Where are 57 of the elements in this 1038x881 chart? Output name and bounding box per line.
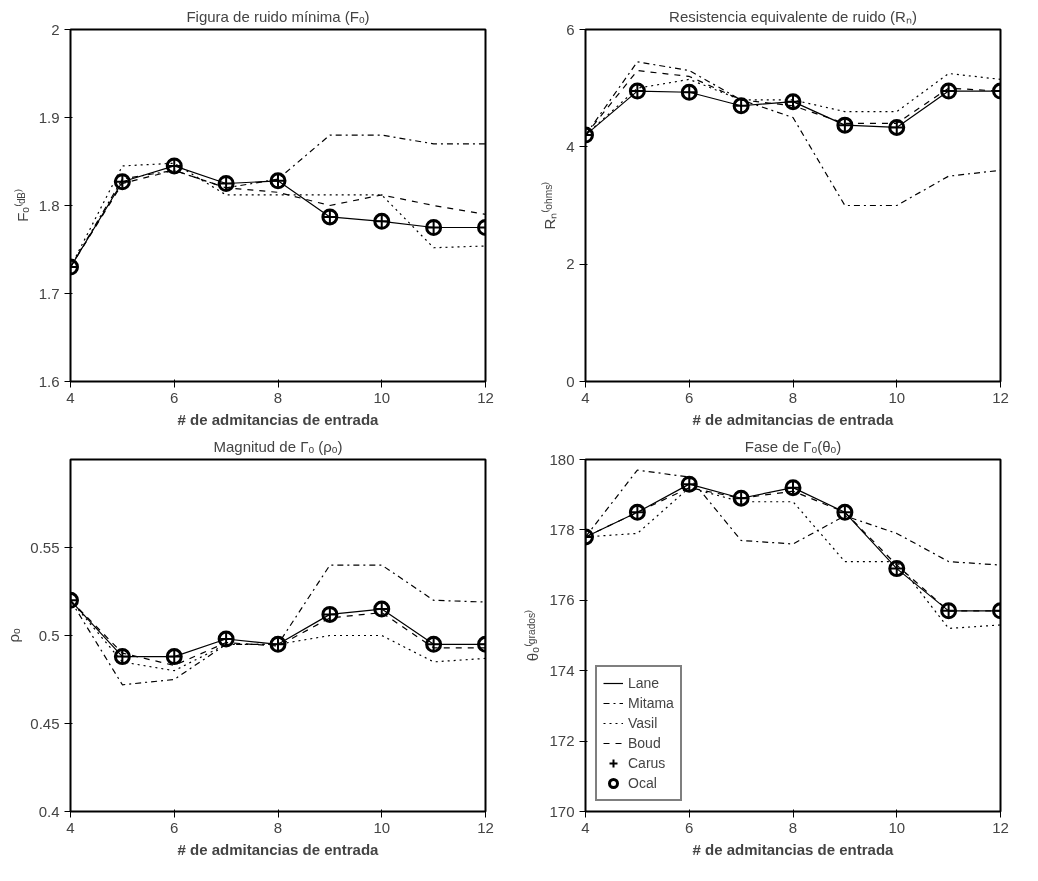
y-axis-title: Rₙ⁽ᵒʰᵐˢ⁾ <box>541 181 559 230</box>
x-axis-title: # de admitancias de entrada <box>177 840 380 858</box>
x-axis-title: # de admitancias de entrada <box>692 410 895 428</box>
y-tick-label: 172 <box>549 732 575 750</box>
x-tick-label: 10 <box>373 818 391 836</box>
x-tick-label: 8 <box>788 818 798 836</box>
x-tick-label: 6 <box>170 388 179 406</box>
y-tick-label: 0.55 <box>30 538 60 556</box>
chart-title: Figura de ruido mínima (Fₒ) <box>186 7 370 25</box>
x-tick-label: 4 <box>581 388 590 406</box>
legend-label: Boud <box>628 735 661 751</box>
y-tick-label: 0.4 <box>38 802 60 820</box>
y-tick-label: 1.9 <box>38 108 60 126</box>
x-tick-label: 12 <box>992 388 1009 406</box>
y-tick-label: 174 <box>549 661 575 679</box>
y-tick-label: 0.45 <box>30 714 60 732</box>
x-tick-label: 4 <box>581 818 590 836</box>
legend-label: Ocal <box>628 775 657 791</box>
y-tick-label: 180 <box>549 450 575 468</box>
y-tick-label: 0 <box>566 372 575 390</box>
legend-label: Vasil <box>628 715 658 731</box>
legend-label: Carus <box>628 755 666 771</box>
y-tick-label: 2 <box>566 255 575 273</box>
x-tick-label: 4 <box>66 818 75 836</box>
x-tick-label: 12 <box>477 818 494 836</box>
y-tick-label: 1.8 <box>38 196 60 214</box>
legend-label: Mitama <box>628 695 674 711</box>
x-tick-label: 10 <box>373 388 391 406</box>
y-axis-title: ρₒ <box>5 628 23 643</box>
y-tick-label: 2 <box>51 20 60 38</box>
chart-title: Magnitud de Γₒ (ρₒ) <box>213 437 343 455</box>
y-tick-label: 1.7 <box>38 284 60 302</box>
x-tick-label: 6 <box>685 818 694 836</box>
x-tick-label: 8 <box>273 818 283 836</box>
y-tick-label: 170 <box>549 802 575 820</box>
y-tick-label: 178 <box>549 520 575 538</box>
x-tick-label: 4 <box>66 388 75 406</box>
x-tick-label: 8 <box>788 388 798 406</box>
x-tick-label: 8 <box>273 388 283 406</box>
legend-label: Lane <box>628 675 660 691</box>
x-tick-label: 6 <box>170 818 179 836</box>
y-tick-label: 1.6 <box>38 372 60 390</box>
x-axis-title: # de admitancias de entrada <box>692 840 895 858</box>
chart-title: Fase de Γₒ(θₒ) <box>744 437 842 455</box>
x-tick-label: 12 <box>992 818 1009 836</box>
y-tick-label: 176 <box>549 591 575 609</box>
x-tick-label: 10 <box>888 388 906 406</box>
y-tick-label: 0.5 <box>38 626 60 644</box>
x-tick-label: 12 <box>477 388 494 406</box>
y-tick-label: 6 <box>566 20 575 38</box>
y-tick-label: 4 <box>566 137 575 155</box>
chart-title: Resistencia equivalente de ruido (Rₙ) <box>669 7 917 25</box>
x-tick-label: 6 <box>685 388 694 406</box>
x-tick-label: 10 <box>888 818 906 836</box>
y-axis-title: θₒ⁽ᵍʳᵃᵈᵒˢ⁾ <box>524 609 542 662</box>
x-axis-title: # de admitancias de entrada <box>177 410 380 428</box>
y-axis-title: Fₒ⁽ᵈᴮ⁾ <box>13 189 31 222</box>
